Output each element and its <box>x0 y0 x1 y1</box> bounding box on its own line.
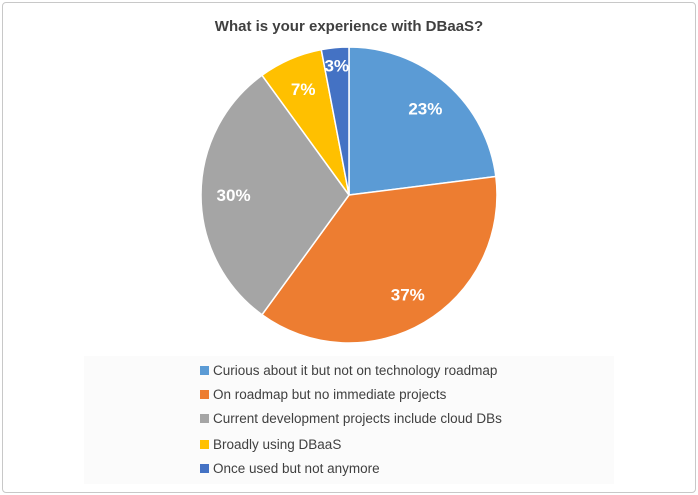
legend-item: On roadmap but no immediate projects <box>200 384 446 404</box>
legend-swatch <box>200 439 209 449</box>
legend-item: Curious about it but not on technology r… <box>200 360 497 380</box>
data-label: 23% <box>408 99 442 118</box>
legend-label: Broadly using DBaaS <box>213 436 342 452</box>
data-label: 37% <box>391 285 425 304</box>
data-label: 30% <box>217 186 251 205</box>
pie-slice <box>320 46 350 196</box>
legend-swatch <box>200 389 209 399</box>
pie-slice <box>260 175 498 344</box>
legend-swatch <box>200 463 209 473</box>
legend-label: On roadmap but no immediate projects <box>213 386 447 402</box>
legend-swatch <box>200 413 209 423</box>
legend-label: Curious about it but not on technology r… <box>213 362 498 378</box>
legend-label: Current development projects include clo… <box>213 410 502 426</box>
data-label: 3% <box>324 56 349 75</box>
legend-item: Current development projects include clo… <box>200 408 502 428</box>
chart-title: What is your experience with DBaaS? <box>214 18 484 35</box>
legend-label: Once used but not anymore <box>213 460 380 476</box>
pie-slice <box>348 46 497 196</box>
legend-swatch <box>200 365 209 375</box>
pie-slice <box>200 74 350 316</box>
legend-item: Broadly using DBaaS <box>200 434 341 454</box>
legend-item: Once used but not anymore <box>200 458 380 478</box>
data-label: 7% <box>291 80 316 99</box>
legend: Curious about it but not on technology r… <box>84 356 614 484</box>
